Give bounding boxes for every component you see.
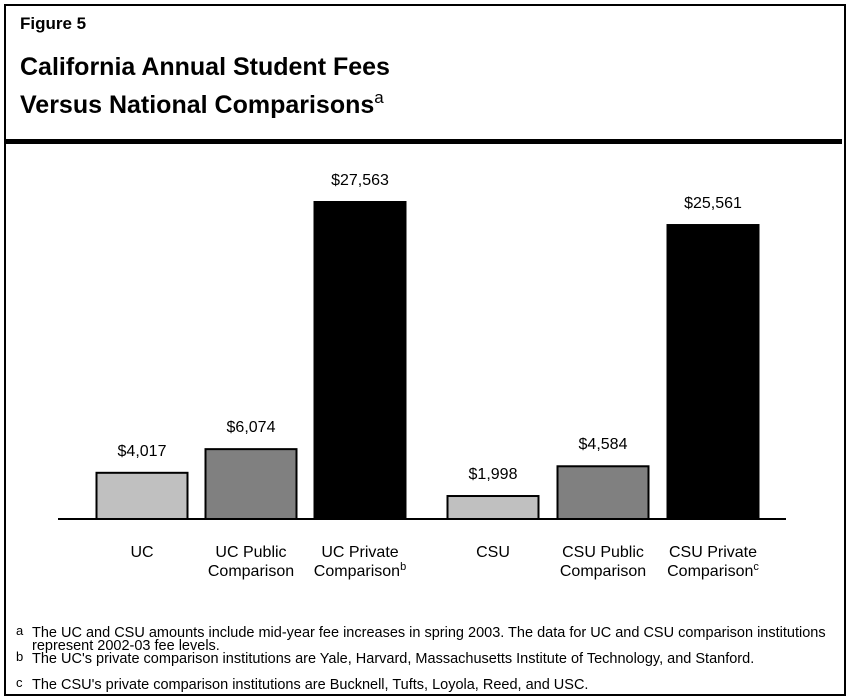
footnote: c The CSU's private comparison institutio… <box>16 675 832 693</box>
category-name: UC Public Comparison <box>207 544 295 580</box>
footnote-text: The UC's private comparison institutions… <box>32 651 755 667</box>
title-note: a <box>374 88 384 107</box>
bar <box>446 495 540 520</box>
value-label: $4,017 <box>117 442 167 460</box>
value-label: $1,998 <box>468 466 518 484</box>
bar <box>204 448 298 520</box>
x-tick-label: UC <box>86 543 198 562</box>
figure-frame <box>4 4 846 696</box>
bar <box>313 201 407 520</box>
category-note: b <box>400 561 407 573</box>
category-name: CSU Public Comparison <box>559 544 647 580</box>
value-label: $6,074 <box>226 419 276 437</box>
bar <box>95 471 189 520</box>
value-label: $27,563 <box>331 172 389 189</box>
x-tick-label: UC Private Comparisonb <box>304 543 416 581</box>
footnote-marker: c <box>16 675 23 690</box>
x-tick-label: CSU <box>437 543 549 562</box>
category-name: CSU Private Comparison <box>667 544 758 580</box>
chart-title: Versus National Comparisonsa <box>20 88 384 120</box>
x-tick-label: CSU Private Comparisonc <box>657 543 769 581</box>
header-rule <box>4 139 842 144</box>
category-name: CSU <box>476 544 510 561</box>
footnote: b The UC's private comparison institution… <box>16 649 832 667</box>
title-line: Versus National Comparisons <box>20 91 375 119</box>
x-tick-label: UC Public Comparison <box>195 543 307 581</box>
title-line: California Annual Student Fees <box>20 53 390 81</box>
bar <box>556 465 650 520</box>
chart-title: California Annual Student Fees <box>20 53 390 82</box>
footnote-text: The CSU's private comparison institution… <box>32 677 589 693</box>
footnote-text: The UC and CSU amounts include mid-year … <box>32 625 826 654</box>
footnote-marker: a <box>16 623 24 638</box>
x-tick-label: CSU Public Comparison <box>547 543 659 581</box>
footnote: a The UC and CSU amounts include mid-year… <box>16 623 832 654</box>
bar <box>666 224 760 521</box>
value-label: $4,584 <box>578 436 628 454</box>
figure-label: Figure 5 <box>20 14 87 33</box>
footnote-marker: b <box>16 649 24 664</box>
category-name: UC <box>130 544 154 561</box>
value-label: $25,561 <box>684 195 742 213</box>
category-name: UC Private Comparison <box>313 544 401 580</box>
category-note: c <box>753 561 759 573</box>
